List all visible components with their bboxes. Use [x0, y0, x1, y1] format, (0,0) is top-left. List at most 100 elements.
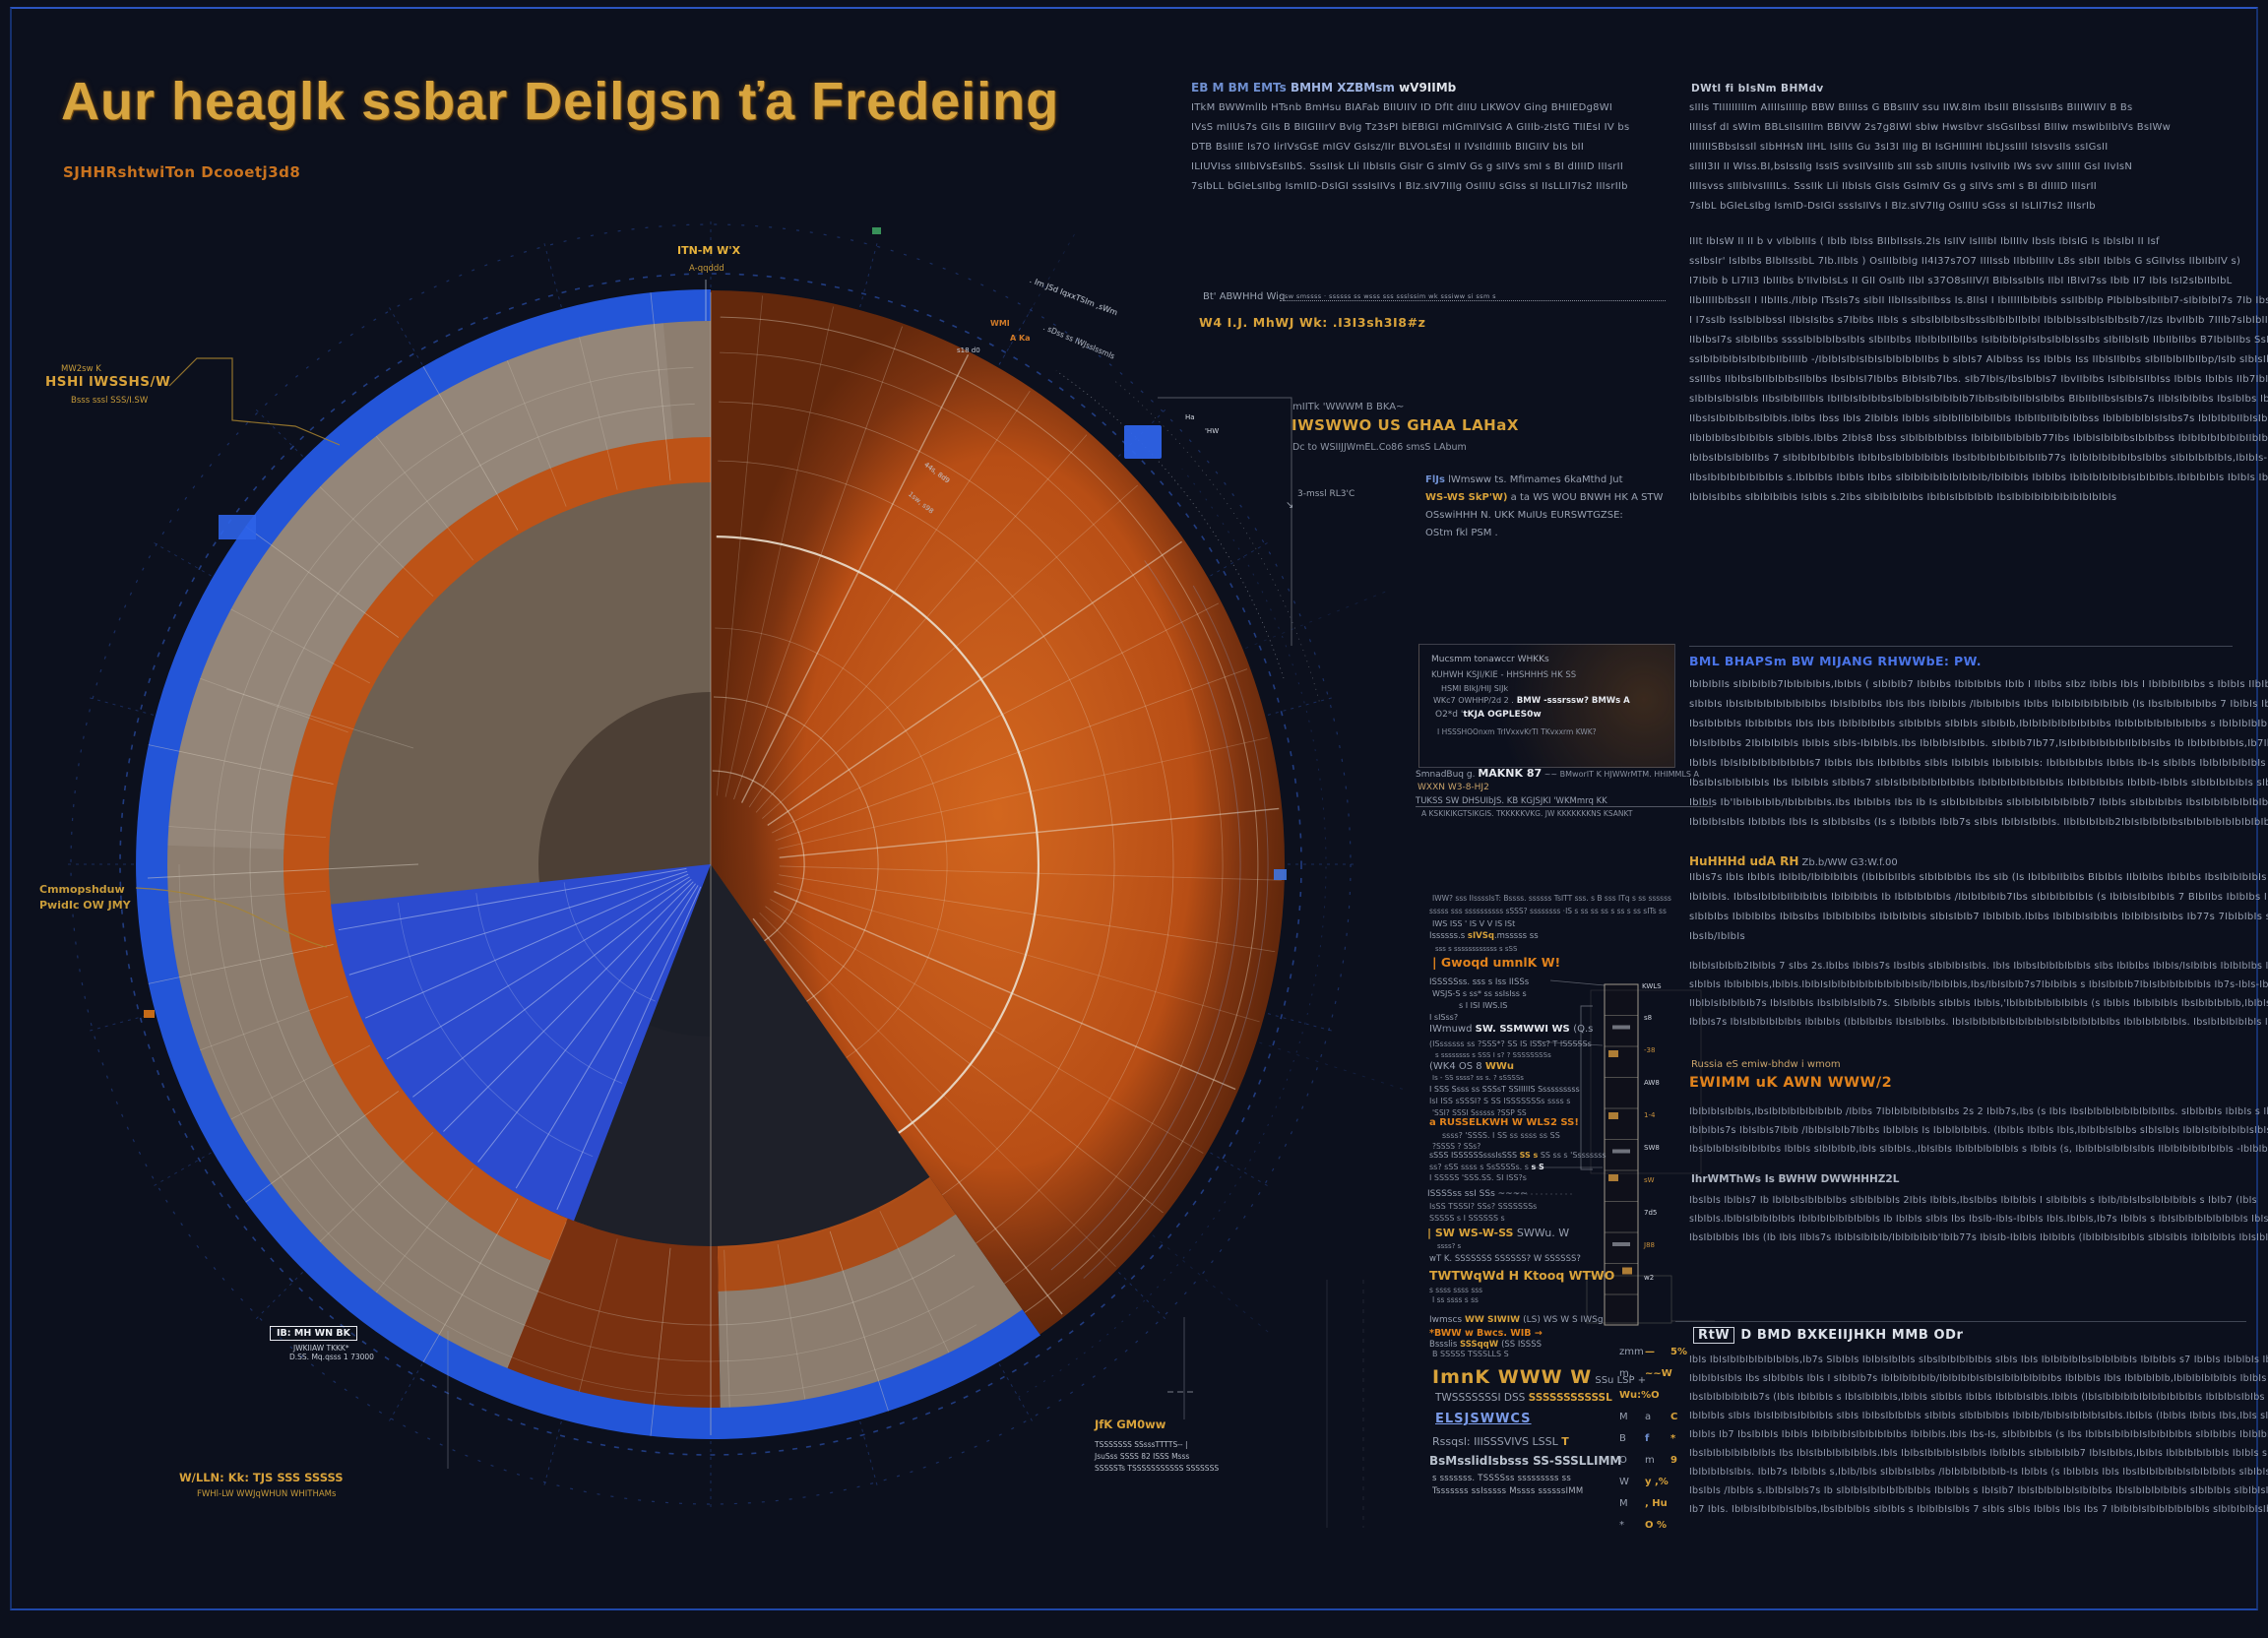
symbol-row: zmm— 5% [1619, 1347, 1696, 1357]
text-line: I7IbIb b LI7II3 IbIIIbs b'IIvIbIsLs II G… [1689, 276, 2233, 286]
list-line-segment: (WK4 OS 8 [1429, 1061, 1485, 1072]
list-line: Issssss.s sIVSq.msssss ss [1429, 931, 1539, 941]
tick-label-2: 'HW [1205, 427, 1220, 435]
text-line: IIbIbsI7s sIbIbIIbs ssssIbIbIbIbsIbIs sI… [1689, 335, 2268, 346]
ladder-label: s8 [1644, 1014, 1653, 1022]
right-col-paragraph-3: IbIbIbIIs sIbIbIbIb7IbIbIbIbIs,IbIbIs ( … [1689, 675, 2268, 833]
symbol-glyph: y ,% [1645, 1477, 1669, 1487]
list-line-segment: WWu [1484, 1061, 1515, 1072]
text-line: sIIIs TIIIIIIIIIm AIIIIsIIIIIp BBW BIIII… [1689, 102, 2133, 113]
callout-paragraph-line: FlJs lWmsww ts. Mfimames 6kaMthd Jut [1425, 472, 1663, 489]
diagram-top-sublabel: A-qqddd [689, 264, 724, 274]
right-col-paragraph-2: IIIt IbIsW II II b v vIbIbIIIs ( IbIb Ib… [1689, 232, 2268, 508]
list-line: ss? sSS ssss s SsSSSSs. s s S [1429, 1163, 1544, 1171]
list-line-segment: *BWW w Bwcs. WIB → [1429, 1328, 1543, 1339]
symbol-glyph: O [1651, 1390, 1660, 1401]
text-line: IbIs IbIsIbIbIbIbIbIbIbIs,Ib7s SIbIbIs I… [1689, 1354, 2268, 1365]
ladder-label: w2 [1644, 1274, 1655, 1282]
text-line: IIbIbIsIbIbIbIb7s IbIsIbIbIs IbsIbIbIsIb… [1689, 998, 2268, 1009]
text-line: IbsIb/IbIbIs [1689, 931, 1745, 942]
symbol-row: M , Hu [1619, 1498, 1670, 1509]
diagram-bottomleft-label: W/LLN: Kk: TJS SSS SSSSS [179, 1471, 344, 1484]
list-line-segment: IWW? sss IIssssIsT: Bssss. ssssss TsITT … [1432, 894, 1671, 903]
panel-line: Mucsmm tonawccr WHKKs [1431, 655, 1549, 664]
callout-a-label: Bt' ABWHHd Wiq [1203, 291, 1286, 302]
symbol-row: Wu:%O [1619, 1390, 1676, 1401]
right-col-heading-orange: EWIMM uK AWN WWW/2 [1689, 1075, 1893, 1091]
list-line-segment: s S [1531, 1163, 1544, 1171]
bottomcenter-line: SSSSSTs TSSSSSSSSSSS SSSSSSS [1095, 1464, 1220, 1473]
fineprint: s sssssss. TSSSSss sssssssss ss Tsssssss … [1432, 1473, 1583, 1498]
callout-paragraph-line: OStm fkl PSM . [1425, 528, 1498, 538]
list-line: SSSSS s I SSSSSS s [1429, 1214, 1505, 1223]
text-line: IbIbIbIsIbIs IbIbIbIs IbIs Is sIbIbIsIbs… [1689, 817, 2268, 828]
right-column: DWtl fi bIsNm BHMdv sIIIs TIIIIIIIIIm AI… [1675, 79, 2268, 1555]
ladder-label: -38 [1644, 1046, 1656, 1054]
orange-tiny-label-2: A Ka [1010, 334, 1031, 343]
list-line-segment: IsI ISS sSSSI? S SS ISSSSSSSs ssss s [1429, 1097, 1571, 1105]
page-subtitle: SJHHRshtwiTon Dcooetj3d8 [63, 163, 301, 181]
box-label-title: IB: MH WN BK [270, 1326, 357, 1341]
text-line: IbsIbIbIbIs IbIs (Ib IbIs IIbIs7s IbIbIs… [1689, 1232, 2268, 1243]
panel-line-bold: BMW -sssrssw? BMWs A [1513, 696, 1630, 706]
ladder-label: sW [1644, 1176, 1655, 1184]
text-line: IIIt IbIsW II II b v vIbIbIIIs ( IbIb Ib… [1689, 236, 2160, 247]
gold-display-tail: SSu LSP + [1592, 1375, 1647, 1386]
text-line: IbIbIs7s IbIsIbIbIbIbIbIs IbIbIbIs (IbIb… [1689, 1017, 2268, 1028]
text-line: Tsssssss ssIsssss Mssss ssssssIMM [1432, 1486, 1584, 1496]
right-col-paragraph-1: sIIIs TIIIIIIIIIm AIIIIsIIIIIp BBW BIIII… [1689, 98, 2171, 217]
panel-line-bold: tKJA OGPLES0w [1463, 710, 1542, 720]
list-line-segment: Is - SS ssss? ss s. ? sSSSSs [1432, 1074, 1524, 1082]
symbol-glyph: a [1645, 1412, 1652, 1422]
ladder-label: AW8 [1644, 1079, 1660, 1087]
list-line: TWTWqWd H Ktooq WTWO [1429, 1268, 1614, 1283]
list-line-segment: SS s [1519, 1151, 1539, 1160]
text-line: ssIIIbs IIbIbsIbIIbIbIbsIIbIbs IbsIbIsI7… [1689, 374, 2268, 385]
text-line: IbIsIbIbIbs 2IbIbIbIbIs IbIbIs sIbIs-IbI… [1689, 738, 2268, 749]
intro-heading-white: wV9IIMb [1399, 81, 1457, 94]
callout-line2: a ta WS WOU BNWH HK A STW [1507, 492, 1664, 503]
list-line: a RUSSELKWH W WLS2 SS! [1429, 1117, 1579, 1128]
diagram-bottomleft-subline: FWHl-LW WWJqWHUN WHITHAMs [197, 1489, 337, 1499]
section-b-gold-heading: IWSWWO US GHAA LAHaX [1292, 416, 1519, 434]
text-line: IbIbIbIs7s IbIsIbIs7IbIb /IbIbIsIbIb7IbI… [1689, 1125, 2268, 1136]
symbol-glyph: * [1670, 1433, 1676, 1444]
annotation-e-bold: MAKNK 87 [1478, 767, 1543, 780]
text-line: IbIbIbIbIsIbIs. IbIb7s IbIbIbIs s,IbIb/I… [1689, 1467, 2268, 1478]
symbol-glyph: 9 [1670, 1455, 1677, 1466]
tick-label-1: Ha [1185, 413, 1195, 421]
text-line: ITkM BWWmlIb HTsnb BmHsu BIAFab BIIUIIV … [1191, 102, 1613, 113]
blue-link-text: ELSJSWWCS [1435, 1412, 1532, 1426]
text-line: Ib7 IbIs. IbIbIsIbIbIbIsIbIbs,IbsIbIbIbI… [1689, 1504, 2268, 1515]
list-line-segment: ?SSSS ? SSs? [1432, 1142, 1481, 1151]
list-line: 'SSI? SSSI Ssssss ?SSP SS [1432, 1108, 1527, 1117]
list-line: ISSSSss ssI SSs ~~~~ [1427, 1189, 1528, 1199]
arrow-icon: ↘ [1286, 500, 1294, 511]
list-line: sss s ssssssssssss s sSS [1435, 945, 1517, 953]
text-line: IbIbsIbIsIbIbIIbs 7 sIbIbIbIbIbIbIs IbIb… [1689, 453, 2268, 464]
ladder-top-label: KWLS [1642, 982, 1662, 990]
left-label-line1: Cmmopshduw [39, 883, 125, 896]
list-line: IWmuwd SW. SSMWWI WS (Q.s [1429, 1024, 1593, 1035]
list-line: WSJS-S s ss* ss ssIsIss s [1432, 989, 1527, 998]
list-line-segment: Iwmscs [1429, 1315, 1465, 1325]
list-line: s ssssssss s SSS I s? ? SSSSSSSSs [1435, 1051, 1551, 1059]
callout-blue-word: FlJs [1425, 474, 1445, 485]
text-line: IbIbIsIbIbIb2IbIbIs 7 sIbs 2s.IbIbs IbIb… [1689, 961, 2268, 972]
text-line: IbIbIbIsIbIs Ibs sIbIbIbIs IbIs I sIbIbI… [1689, 1373, 2268, 1384]
list-line-segment: sssss sss ssssssssss sSSS? ssssssss ·IS … [1429, 907, 1667, 915]
ladder-label: 1-4 [1644, 1111, 1656, 1119]
white-tiny-label: s18 d0 [957, 346, 980, 354]
divider-2 [1675, 1321, 2246, 1322]
gold-heading-text: HuHHHd udA RH [1689, 854, 1799, 868]
symbol-glyph: ~~W [1645, 1368, 1672, 1379]
list-line-segment: s ssssssss s SSS I s? ? SSSSSSSSs [1435, 1051, 1551, 1059]
list-line: IWS ISS ' IS V V IS ISt [1432, 919, 1515, 928]
text-line: IbsIbIsIbIbIbIbIs Ibs IbIbIbIs sIbIbIs7 … [1689, 778, 2268, 788]
symbol-glyph: O % [1645, 1520, 1668, 1531]
list-line-segment: I ss ssss s ss [1432, 1295, 1479, 1304]
heading-white-text: D BMD BXKEIIJHKH MMB ODr [1740, 1328, 1964, 1343]
